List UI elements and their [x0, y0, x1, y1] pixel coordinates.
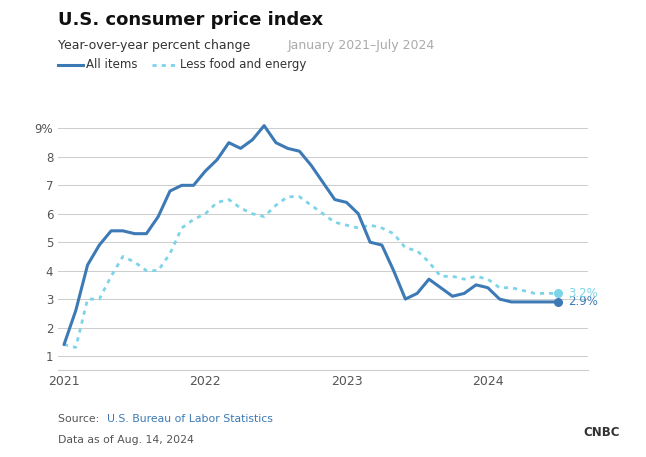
Text: Less food and energy: Less food and energy	[180, 58, 306, 71]
Text: CNBC: CNBC	[583, 426, 620, 439]
Text: All items: All items	[86, 58, 138, 71]
Text: U.S. Bureau of Labor Statistics: U.S. Bureau of Labor Statistics	[107, 414, 273, 424]
Text: Year-over-year percent change: Year-over-year percent change	[58, 39, 255, 52]
Text: U.S. consumer price index: U.S. consumer price index	[58, 11, 323, 29]
Text: 2.9%: 2.9%	[568, 295, 598, 308]
Text: Source:: Source:	[58, 414, 103, 424]
Text: Data as of Aug. 14, 2024: Data as of Aug. 14, 2024	[58, 435, 194, 445]
Text: 3.2%: 3.2%	[568, 287, 598, 300]
Text: January 2021–July 2024: January 2021–July 2024	[287, 39, 435, 52]
